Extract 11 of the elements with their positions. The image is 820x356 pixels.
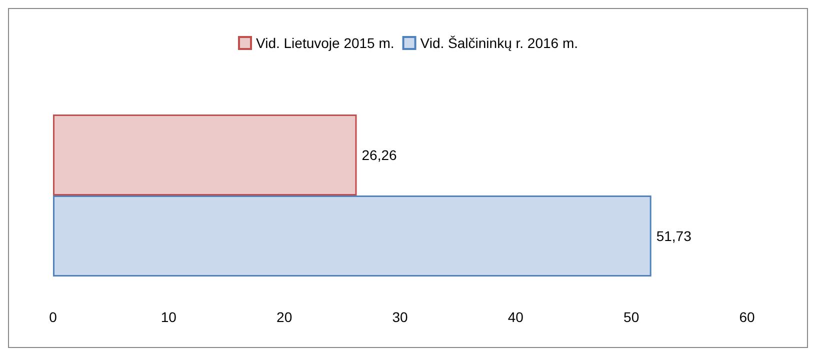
data-label: 51,73 <box>656 228 692 244</box>
x-tick-label: 50 <box>624 309 640 325</box>
x-tick-label: 20 <box>276 309 292 325</box>
legend-label: Vid. Šalčininkų r. 2016 m. <box>420 35 578 51</box>
x-tick-label: 40 <box>508 309 524 325</box>
x-tick-label: 30 <box>392 309 408 325</box>
legend-label: Vid. Lietuvoje 2015 m. <box>256 35 394 51</box>
data-label: 26,26 <box>362 147 397 164</box>
x-tick-label: 60 <box>739 309 755 325</box>
x-tick-label: 10 <box>160 309 177 325</box>
x-tick-label: 0 <box>49 309 58 325</box>
